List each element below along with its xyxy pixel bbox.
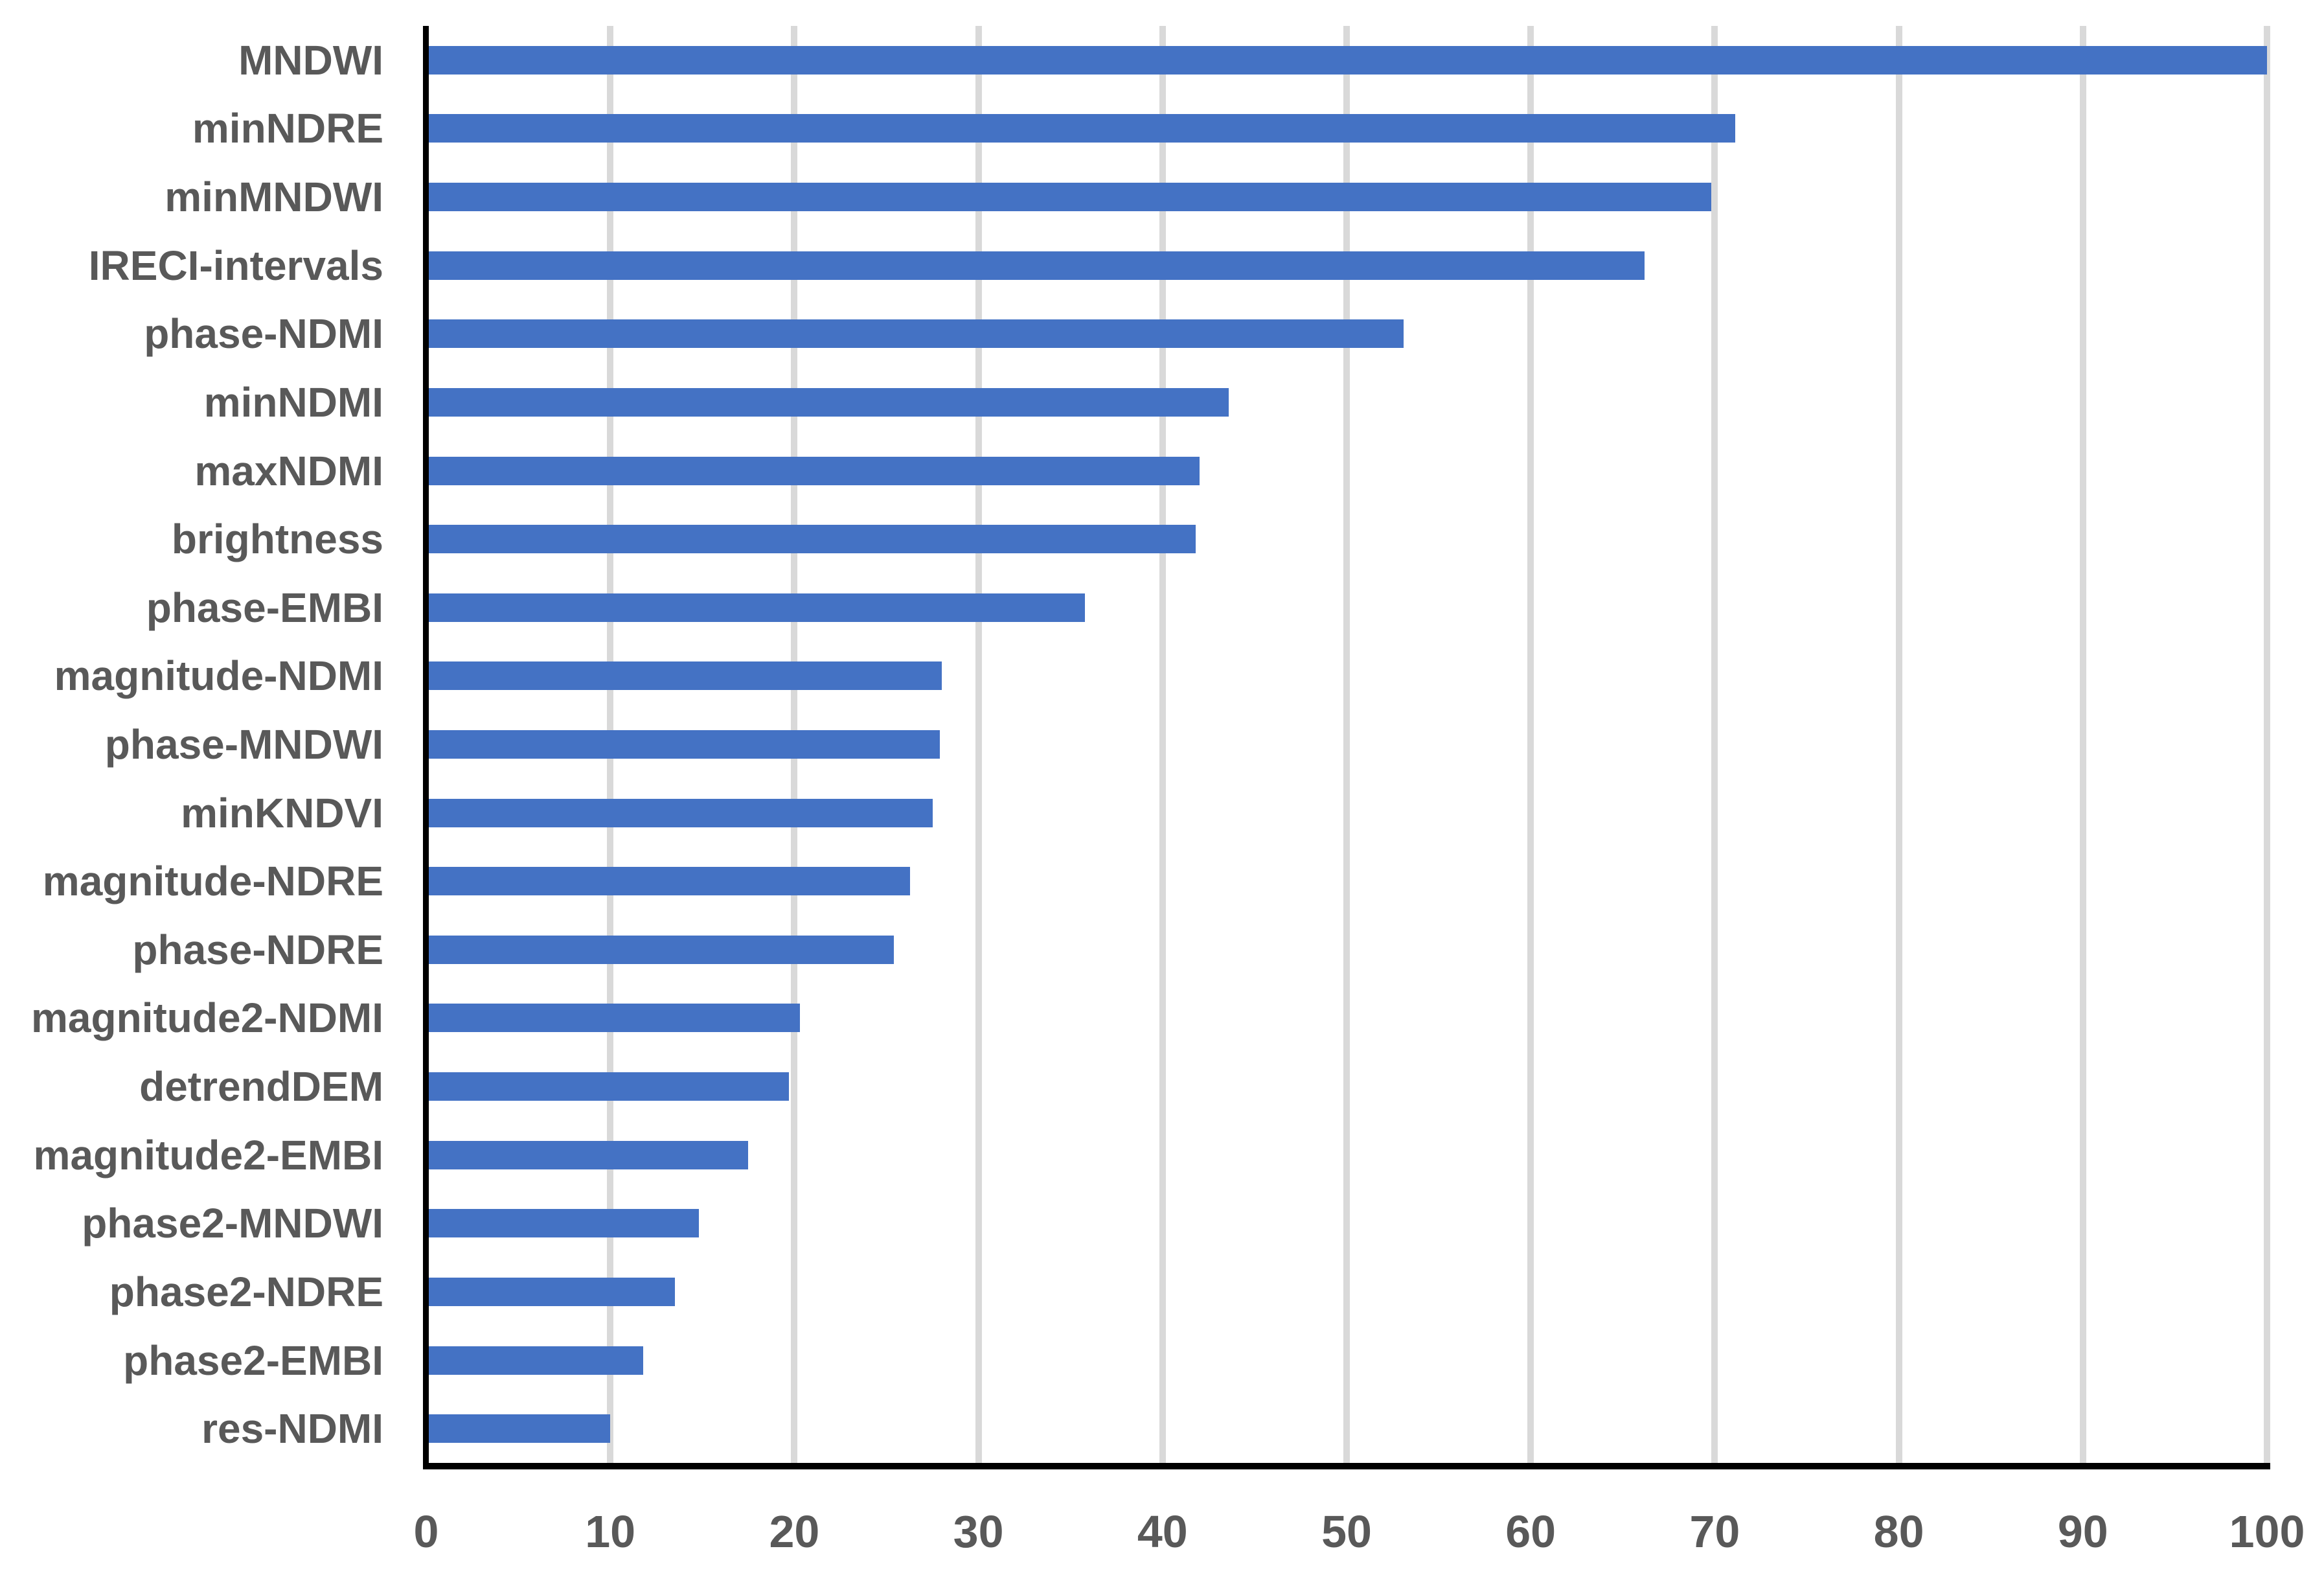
- x-tick-label: 90: [2057, 1506, 2108, 1557]
- x-tick-label: 0: [413, 1506, 439, 1557]
- category-label: brightness: [171, 516, 383, 563]
- bar: [426, 1072, 789, 1101]
- bar: [426, 1209, 699, 1238]
- x-tick-label: 10: [585, 1506, 636, 1557]
- gridline: [1159, 26, 1166, 1463]
- category-label: magnitude2-EMBI: [33, 1131, 383, 1178]
- gridline: [2264, 26, 2270, 1463]
- category-label: phase-NDMI: [144, 310, 383, 358]
- bar: [426, 730, 940, 759]
- bar: [426, 1004, 800, 1033]
- category-label: phase2-NDRE: [109, 1268, 383, 1315]
- category-label: detrendDEM: [139, 1063, 383, 1110]
- gridline: [1711, 26, 1718, 1463]
- x-tick-label: 100: [2229, 1506, 2305, 1557]
- category-label: magnitude-NDMI: [54, 652, 383, 700]
- category-label: MNDWI: [238, 36, 383, 84]
- gridline: [2079, 26, 2086, 1463]
- bar: [426, 456, 1200, 485]
- x-tick-label: 30: [953, 1506, 1004, 1557]
- y-axis-line: [423, 26, 429, 1469]
- category-label: phase2-MNDWI: [82, 1200, 383, 1247]
- gridline: [1343, 26, 1350, 1463]
- bar: [426, 251, 1645, 280]
- bar: [426, 593, 1086, 622]
- category-label: minMNDWI: [165, 174, 383, 221]
- category-label: magnitude-NDRE: [42, 858, 383, 905]
- category-label: phase-MNDWI: [104, 721, 383, 768]
- category-label: res-NDMI: [201, 1405, 383, 1453]
- bar: [426, 1414, 611, 1443]
- category-label: magnitude2-NDMI: [31, 994, 383, 1042]
- gridline: [975, 26, 982, 1463]
- bar: [426, 183, 1711, 212]
- gridline: [1895, 26, 1902, 1463]
- bar: [426, 867, 911, 896]
- category-label: phase-EMBI: [146, 584, 383, 631]
- bar: [426, 661, 942, 691]
- x-tick-label: 40: [1137, 1506, 1188, 1557]
- x-tick-label: 60: [1505, 1506, 1556, 1557]
- category-label: maxNDMI: [194, 447, 383, 494]
- x-tick-label: 20: [769, 1506, 820, 1557]
- bar: [426, 45, 2267, 75]
- bar: [426, 935, 894, 964]
- bar: [426, 1346, 644, 1375]
- bar: [426, 1277, 675, 1306]
- bar: [426, 798, 933, 827]
- bar: [426, 525, 1196, 554]
- x-tick-label: 70: [1689, 1506, 1740, 1557]
- x-tick-label: 80: [1873, 1506, 1924, 1557]
- category-label: minNDRE: [192, 105, 383, 152]
- gridline: [1527, 26, 1534, 1463]
- bar: [426, 114, 1735, 143]
- x-tick-label: 50: [1321, 1506, 1372, 1557]
- bar: [426, 1140, 749, 1169]
- category-label: IRECI-intervals: [88, 242, 383, 289]
- category-label: minKNDVI: [181, 789, 383, 836]
- bar: [426, 387, 1229, 417]
- x-axis-line: [423, 1463, 2270, 1469]
- plot-area: [426, 26, 2270, 1463]
- category-label: phase-NDRE: [132, 926, 383, 973]
- bar: [426, 319, 1404, 349]
- category-label: phase2-EMBI: [123, 1337, 383, 1384]
- category-label: minNDMI: [203, 378, 383, 426]
